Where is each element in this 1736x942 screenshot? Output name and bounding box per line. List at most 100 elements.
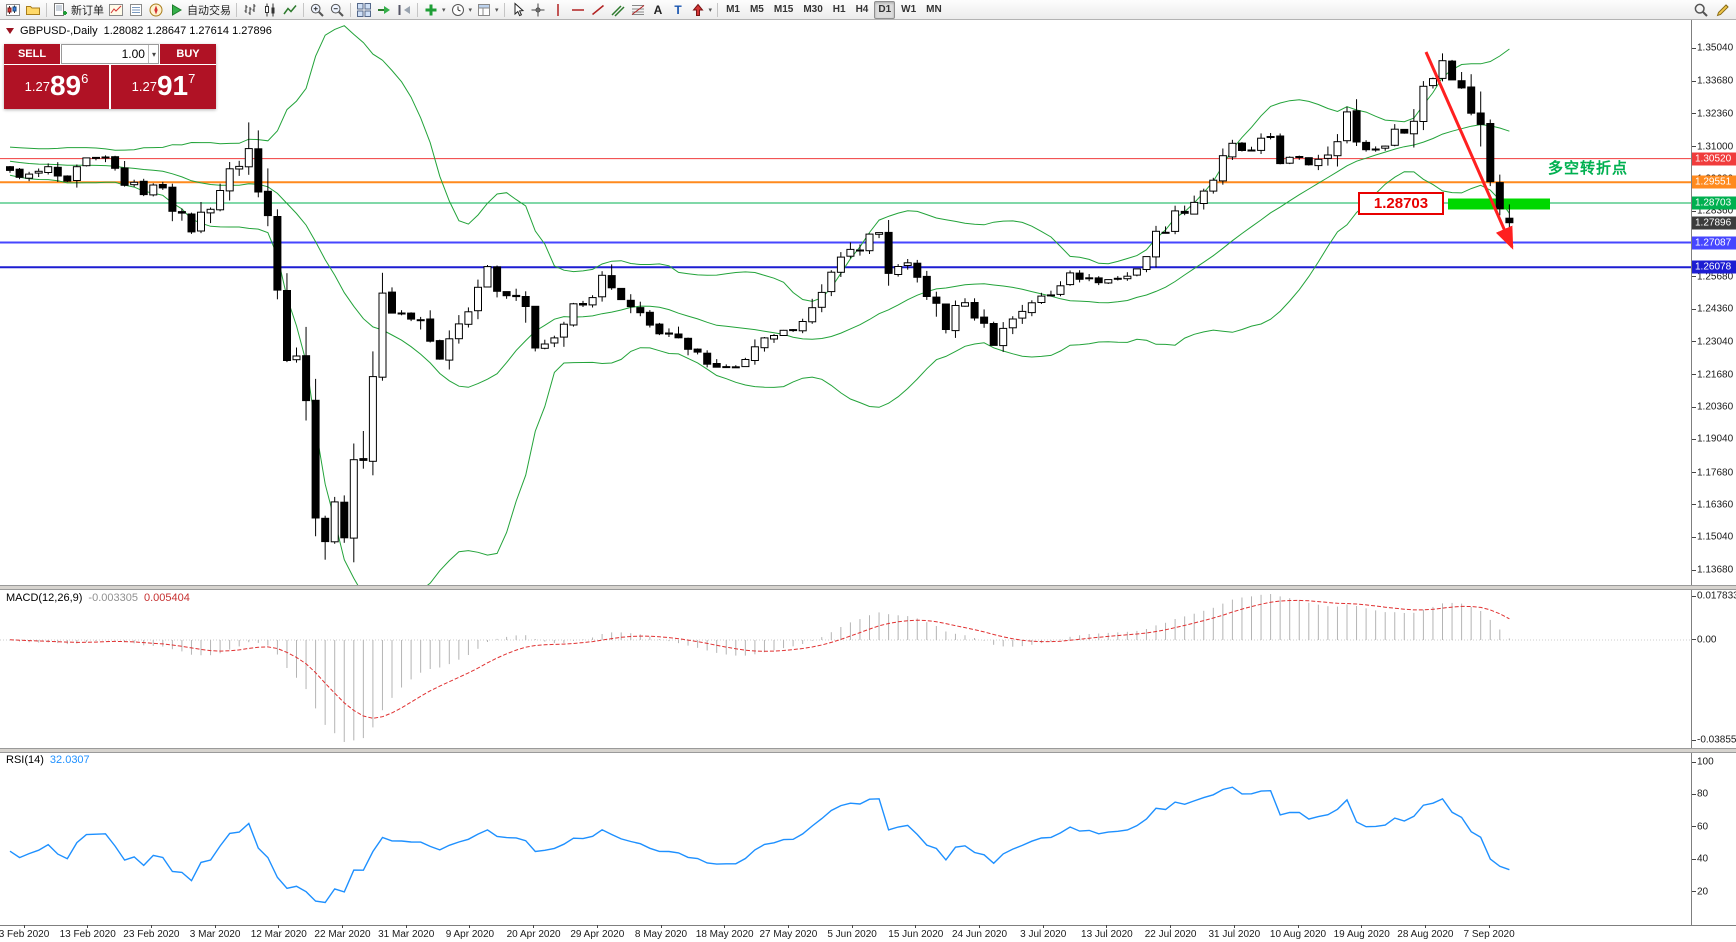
axis-label: 100 xyxy=(1697,756,1714,768)
axis-tick xyxy=(915,925,917,928)
axis-label: 1.32360 xyxy=(1697,108,1734,120)
panel-splitter[interactable] xyxy=(0,748,1736,753)
toolbar-autotrading-button[interactable]: 自动交易 xyxy=(166,1,233,19)
downtrend-arrow[interactable] xyxy=(1424,51,1514,250)
panel-splitter[interactable] xyxy=(0,585,1736,590)
price-axis[interactable] xyxy=(1691,20,1736,925)
toolbar-candlestick-chart-button[interactable] xyxy=(260,1,280,19)
date-axis-label: 27 May 2020 xyxy=(759,929,818,940)
rsi-indicator-label: RSI(14) 32.0307 xyxy=(6,754,90,766)
axis-tick xyxy=(1692,891,1696,893)
toolbar-cursor-button[interactable] xyxy=(508,1,528,19)
toolbar-arrows-button[interactable]: ▾ xyxy=(688,1,715,19)
market-watch-icon xyxy=(109,3,123,16)
toolbar-new-order-button[interactable]: 新订单 xyxy=(50,1,106,19)
toolbar-indicators-list-button[interactable]: ▾ xyxy=(421,1,448,19)
macd-main-value: -0.003305 xyxy=(88,592,138,604)
volume-input[interactable]: 1.00 ▾ xyxy=(61,44,159,64)
price-tag: 1.27896 xyxy=(1692,216,1736,230)
axis-tick xyxy=(1692,406,1696,408)
axis-tick xyxy=(1233,925,1235,928)
cursor-icon xyxy=(514,1,524,16)
sell-price-button[interactable]: 1.27 89 6 xyxy=(4,65,109,109)
clock-icon xyxy=(451,3,464,16)
toolbar-periods-button[interactable]: ▾ xyxy=(448,1,475,19)
toolbar: 新订单 自动交易 ▾ ▾ ▾ A T ▾ M1 M5 M15 M30 H1 H4 D1 W1 MN xyxy=(0,0,1736,20)
toolbar-templates-button[interactable]: ▾ xyxy=(474,1,501,19)
axis-label: 1.33680 xyxy=(1697,75,1734,87)
toolbar-auto-scroll-button[interactable] xyxy=(374,1,394,19)
axis-label: -0.038559 xyxy=(1697,734,1736,746)
toolbar-line-chart-button[interactable] xyxy=(280,1,300,19)
axis-tick xyxy=(979,925,980,928)
toolbar-chart-shift-button[interactable] xyxy=(394,1,414,19)
toolbar-quick-search-button[interactable] xyxy=(1691,1,1711,19)
toolbar-text-label-button[interactable]: T xyxy=(668,1,688,19)
date-axis-label: 8 May 2020 xyxy=(634,929,688,940)
sell-price-sup: 6 xyxy=(81,71,89,86)
timeframe-MN-button[interactable]: MN xyxy=(926,4,942,15)
timeframe-H1-button[interactable]: H1 xyxy=(832,4,846,15)
toolbar-market-watch-button[interactable] xyxy=(106,1,126,19)
timeframe-H4-button[interactable]: H4 xyxy=(855,4,869,15)
play-icon xyxy=(172,3,182,16)
toolbar-new-chart-button[interactable] xyxy=(3,1,23,19)
axis-tick xyxy=(1692,341,1696,343)
timeframe-M5-button[interactable]: M5 xyxy=(749,4,764,15)
toolbar-fibonacci-retracement-button[interactable] xyxy=(628,1,648,19)
line-icon xyxy=(283,4,297,14)
data-window-icon xyxy=(130,3,142,16)
tline-icon xyxy=(591,4,604,15)
toolbar-right-group xyxy=(1691,1,1733,19)
toolbar-metaeditor-button[interactable] xyxy=(1713,1,1733,19)
axis-tick xyxy=(342,925,343,928)
toolbar-vertical-line-button[interactable] xyxy=(548,1,568,19)
toolbar-crosshair-button[interactable] xyxy=(528,1,548,19)
volume-spinner-icon[interactable]: ▾ xyxy=(147,45,156,63)
axis-label: 1.16360 xyxy=(1697,499,1734,511)
toolbar-zoom-in-button[interactable] xyxy=(307,1,327,19)
toolbar-text-button[interactable]: A xyxy=(648,1,668,19)
toolbar-equidistant-channel-button[interactable] xyxy=(608,1,628,19)
axis-tick xyxy=(787,925,789,928)
date-axis-label: 22 Jul 2020 xyxy=(1144,929,1197,940)
candles-layer xyxy=(6,53,1514,563)
zoom-out-icon xyxy=(330,3,344,17)
time-axis[interactable] xyxy=(0,925,1736,942)
toolbar-tile-windows-button[interactable] xyxy=(354,1,374,19)
one-click-collapse-icon[interactable] xyxy=(6,28,14,34)
timeframe-M1-button[interactable]: M1 xyxy=(726,4,740,15)
rsi-value: 32.0307 xyxy=(49,754,90,766)
toolbar-bar-chart-button[interactable] xyxy=(240,1,260,19)
date-axis-label: 13 Feb 2020 xyxy=(59,929,116,940)
date-axis-label: 12 Mar 2020 xyxy=(250,929,307,940)
timeframe-W1-button[interactable]: W1 xyxy=(901,4,917,15)
sell-button[interactable]: SELL xyxy=(4,44,60,64)
axis-label: 40 xyxy=(1697,853,1709,865)
date-axis-label: 31 Jul 2020 xyxy=(1208,929,1261,940)
timeframe-D1-button[interactable]: D1 xyxy=(874,0,896,19)
axis-label: 1.23040 xyxy=(1697,336,1734,348)
timeframe-M15-button[interactable]: M15 xyxy=(773,4,794,15)
toolbar-data-window-button[interactable] xyxy=(126,1,146,19)
toolbar-horizontal-line-button[interactable] xyxy=(568,1,588,19)
axis-label: 80 xyxy=(1697,788,1709,800)
date-axis-label: 23 Feb 2020 xyxy=(123,929,180,940)
buy-price-button[interactable]: 1.27 91 7 xyxy=(111,65,216,109)
price-annotation-label[interactable]: 1.28703 xyxy=(1358,192,1444,215)
toolbar-navigator-button[interactable] xyxy=(146,1,166,19)
toolbar-profiles-button[interactable] xyxy=(23,1,43,19)
toolbar-zoom-out-button[interactable] xyxy=(327,1,347,19)
timeframe-M30-button[interactable]: M30 xyxy=(803,4,823,15)
axis-tick xyxy=(1692,472,1696,474)
axis-tick xyxy=(405,925,407,928)
toolbar-trendline-button[interactable] xyxy=(588,1,608,19)
axis-label: 1.17680 xyxy=(1697,467,1734,479)
date-axis-label: 31 Mar 2020 xyxy=(378,929,435,940)
axis-tick xyxy=(1692,826,1696,828)
bars-icon xyxy=(244,3,256,15)
tile-icon xyxy=(357,2,371,17)
buy-button[interactable]: BUY xyxy=(160,44,216,64)
axis-label: 20 xyxy=(1697,886,1709,898)
